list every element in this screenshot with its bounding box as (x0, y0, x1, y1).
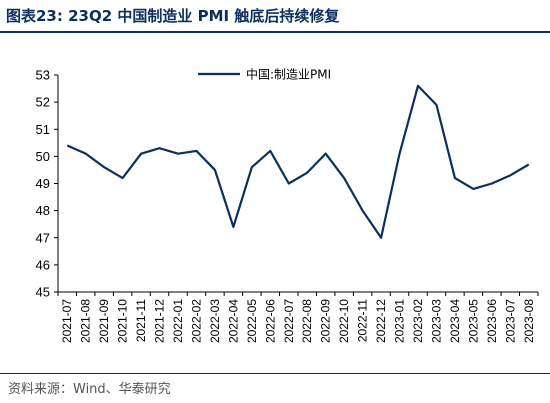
series-layer (66, 84, 530, 239)
x-tick-label: 2022-05 (245, 299, 259, 343)
y-tick-label: 48 (36, 203, 50, 218)
y-tick-label: 53 (36, 68, 50, 83)
x-tick-label: 2021-11 (134, 299, 148, 342)
x-tick-label: 2023-04 (448, 299, 462, 343)
y-tick-label: 49 (36, 176, 50, 191)
x-tick-label: 2022-02 (189, 299, 203, 343)
x-tick-label: 2021-10 (116, 299, 130, 343)
x-tick-label: 2023-05 (466, 299, 480, 343)
y-tick-label: 52 (36, 95, 50, 110)
y-tick-labels: 45 46 47 48 49 50 51 52 53 (36, 68, 50, 300)
legend: 中国:制造业PMI (198, 67, 331, 82)
x-tick-label: 2022-09 (319, 299, 333, 343)
x-tick-labels: 2021-07 2021-08 2021-09 2021-10 2021-11 2021-… (60, 299, 536, 343)
title-divider (0, 31, 550, 33)
x-tick-label: 2021-07 (60, 299, 74, 343)
x-tick-label: 2022-04 (226, 299, 240, 343)
source-note: 资料来源：Wind、华泰研究 (8, 382, 171, 397)
x-tick-label: 2022-03 (208, 299, 222, 343)
figure-title: 图表23: 23Q2 中国制造业 PMI 触底后持续修复 (6, 7, 340, 25)
y-tick-label: 45 (36, 285, 50, 300)
x-tick-label: 2021-12 (153, 299, 167, 343)
chart-axes (54, 74, 539, 296)
x-tick-label: 2023-06 (485, 299, 499, 343)
series-line (66, 84, 530, 239)
x-tick-label: 2022-12 (374, 299, 388, 343)
x-tick-label: 2021-09 (97, 299, 111, 343)
x-tick-label: 2023-02 (411, 299, 425, 343)
x-tick-label: 2023-07 (503, 299, 517, 343)
x-tick-label: 2022-10 (337, 299, 351, 343)
y-tick-label: 47 (36, 230, 50, 245)
x-tick-label: 2022-01 (171, 299, 185, 343)
x-tick-label: 2023-08 (522, 299, 536, 343)
x-tick-label: 2023-03 (429, 299, 443, 343)
x-tick-label: 2022-08 (300, 299, 314, 343)
x-tick-label: 2022-07 (282, 299, 296, 343)
y-tick-label: 51 (36, 122, 50, 137)
legend-label: 中国:制造业PMI (246, 67, 331, 82)
y-tick-label: 46 (36, 257, 50, 272)
footer-divider (0, 373, 550, 374)
y-tick-label: 50 (36, 149, 50, 164)
x-tick-label: 2022-06 (263, 299, 277, 343)
x-tick-label: 2022-11 (356, 299, 370, 342)
x-tick-label: 2021-08 (79, 299, 93, 343)
x-tick-label: 2023-01 (393, 299, 407, 343)
